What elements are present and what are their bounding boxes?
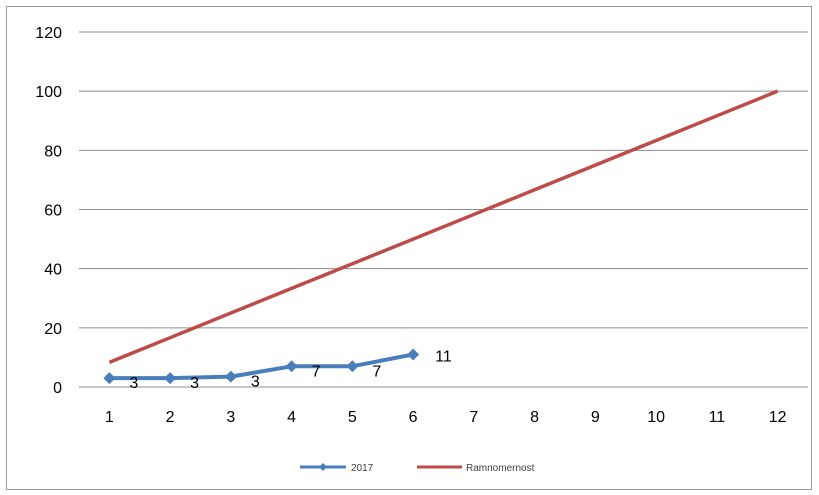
x-tick-label: 11 xyxy=(709,409,726,426)
x-tick-label: 3 xyxy=(226,409,235,426)
y-tick-label: 60 xyxy=(44,203,62,220)
series-2017-line xyxy=(109,352,414,381)
x-tick-label: 2 xyxy=(166,409,175,426)
legend-2017-label: 2017 xyxy=(351,463,374,474)
legend-ramnomernost-label: Ramnomernost xyxy=(466,463,535,474)
y-tick-label: 0 xyxy=(53,380,62,397)
legend-2017-marker xyxy=(319,463,327,471)
y-tick-label: 20 xyxy=(44,321,62,338)
x-tick-label: 6 xyxy=(409,409,418,426)
x-tick-label: 4 xyxy=(287,409,296,426)
chart-area xyxy=(6,6,812,490)
x-tick-label: 1 xyxy=(105,409,114,426)
series-2017-point xyxy=(407,348,420,361)
series-2017-point xyxy=(103,372,116,385)
y-tick-label: 100 xyxy=(35,84,62,101)
x-tick-label: 5 xyxy=(348,409,357,426)
series-2017-point xyxy=(164,372,177,385)
data-label: 3 xyxy=(190,375,199,392)
data-label: 3 xyxy=(251,374,260,391)
y-tick-label: 120 xyxy=(35,25,62,42)
data-label: 11 xyxy=(435,348,452,365)
x-tick-label: 9 xyxy=(591,409,600,426)
x-tick-label: 8 xyxy=(530,409,539,426)
y-tick-label: 40 xyxy=(44,262,62,279)
x-tick-label: 7 xyxy=(469,409,478,426)
series-2017-point xyxy=(346,360,359,373)
x-tick-label: 12 xyxy=(769,409,787,426)
data-label: 7 xyxy=(312,363,321,380)
data-label: 7 xyxy=(372,363,381,380)
y-tick-label: 80 xyxy=(44,143,62,160)
data-label: 3 xyxy=(129,375,138,392)
series-ramnomernost-line xyxy=(108,89,779,364)
x-tick-label: 10 xyxy=(647,409,665,426)
series-2017-point xyxy=(224,370,237,383)
series-2017-point xyxy=(285,360,298,373)
